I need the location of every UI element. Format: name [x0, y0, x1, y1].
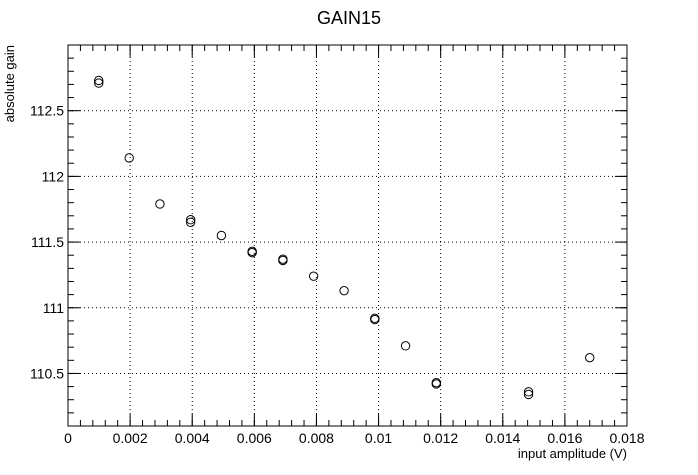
data-point	[523, 387, 534, 397]
plot-frame	[67, 44, 628, 427]
data-point	[278, 255, 288, 266]
y-axis-tick-labels: 110.5 111 111.5 112 112.5	[30, 103, 64, 382]
y-tick-label: 112	[42, 168, 65, 184]
data-point	[185, 217, 196, 228]
y-tick-label: 112.5	[30, 103, 64, 119]
x-tick-label: 0.006	[237, 430, 272, 446]
data-point	[585, 352, 595, 363]
x-tick-label: 0	[64, 430, 72, 446]
x-axis-label: input amplitude (V)	[518, 446, 627, 461]
data-point	[308, 271, 319, 281]
data-point	[247, 247, 257, 258]
x-tick-label: 0.004	[175, 430, 210, 446]
data-point	[94, 75, 104, 86]
data-point	[155, 199, 165, 209]
data-point	[94, 78, 104, 88]
y-tick-label: 110.5	[30, 365, 64, 381]
y-tick-label: 111	[43, 300, 64, 316]
data-point	[185, 215, 196, 225]
data-point	[400, 341, 411, 351]
data-points	[94, 75, 595, 400]
data-point	[339, 285, 349, 296]
x-tick-label: 0.008	[299, 430, 334, 446]
data-point	[370, 314, 380, 325]
data-point	[431, 379, 442, 389]
data-point	[523, 389, 534, 400]
axis-ticks	[67, 44, 628, 427]
x-axis-tick-labels: 0 0.002 0.004 0.006 0.008 0.01 0.012 0.014 0.016…	[64, 430, 645, 446]
grid-lines	[68, 45, 627, 426]
chart-title: GAIN15	[317, 8, 381, 28]
x-tick-label: 0.01	[365, 430, 392, 446]
data-point	[216, 230, 227, 241]
x-tick-label: 0.018	[609, 430, 644, 446]
y-tick-label: 111.5	[31, 234, 64, 250]
x-tick-label: 0.002	[113, 430, 148, 446]
data-point	[124, 153, 134, 163]
x-tick-label: 0.012	[423, 430, 458, 446]
y-axis-label: absolute gain	[2, 45, 17, 122]
x-tick-label: 0.016	[547, 430, 582, 446]
x-tick-label: 0.014	[485, 430, 520, 446]
